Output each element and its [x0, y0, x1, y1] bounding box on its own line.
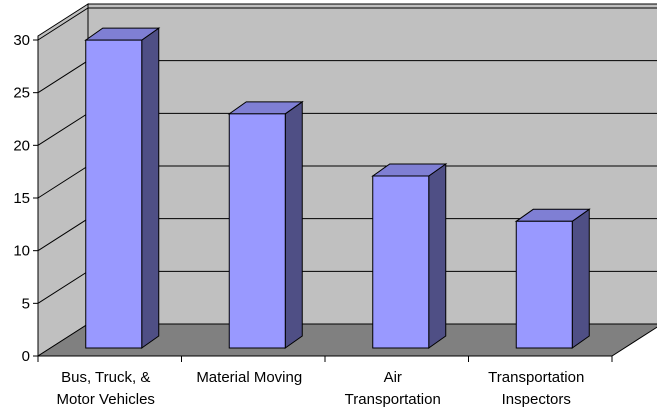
y-tick-label: 10 [13, 243, 30, 260]
side-wall [37, 3, 89, 357]
y-tick-label: 5 [22, 295, 30, 312]
bar-front [228, 113, 286, 349]
x-category-label-line: Bus, Truck, & [61, 369, 150, 386]
bar [514, 208, 591, 349]
x-category-label-line: Motor Vehicles [57, 391, 155, 408]
bar-side [571, 208, 590, 349]
y-tick-label: 15 [13, 190, 30, 207]
bar-side [284, 100, 303, 349]
x-category-label: Air Transportation [345, 369, 441, 408]
bar-side [428, 163, 447, 349]
y-axis-ticks: 0 5 10 15 20 25 30 [13, 32, 38, 365]
x-category-label: Material Moving [196, 369, 302, 386]
x-category-label-line: Material Moving [196, 369, 302, 386]
x-category-label-line: Transportation [488, 369, 584, 386]
x-category-label: Transportation Inspectors [488, 369, 584, 408]
x-axis-labels: Bus, Truck, & Motor Vehicles Material Movi… [57, 369, 585, 408]
bar [371, 163, 448, 349]
y-tick-label: 0 [22, 348, 30, 365]
y-tick-label: 20 [13, 137, 30, 154]
y-tick-label: 30 [13, 32, 30, 49]
x-category-label-line: Inspectors [502, 391, 571, 408]
x-category-label-line: Transportation [345, 391, 441, 408]
bar-side [141, 27, 160, 349]
bar [227, 100, 304, 349]
bars [84, 27, 591, 349]
gridline [37, 7, 657, 41]
bar [84, 27, 161, 349]
bar-front [515, 220, 573, 349]
axes [37, 36, 613, 362]
bar-front [372, 175, 430, 349]
x-category-label: Bus, Truck, & Motor Vehicles [57, 369, 155, 408]
y-tick-label: 25 [13, 85, 30, 102]
bar-front [85, 39, 143, 349]
x-category-label-line: Air [384, 369, 402, 386]
